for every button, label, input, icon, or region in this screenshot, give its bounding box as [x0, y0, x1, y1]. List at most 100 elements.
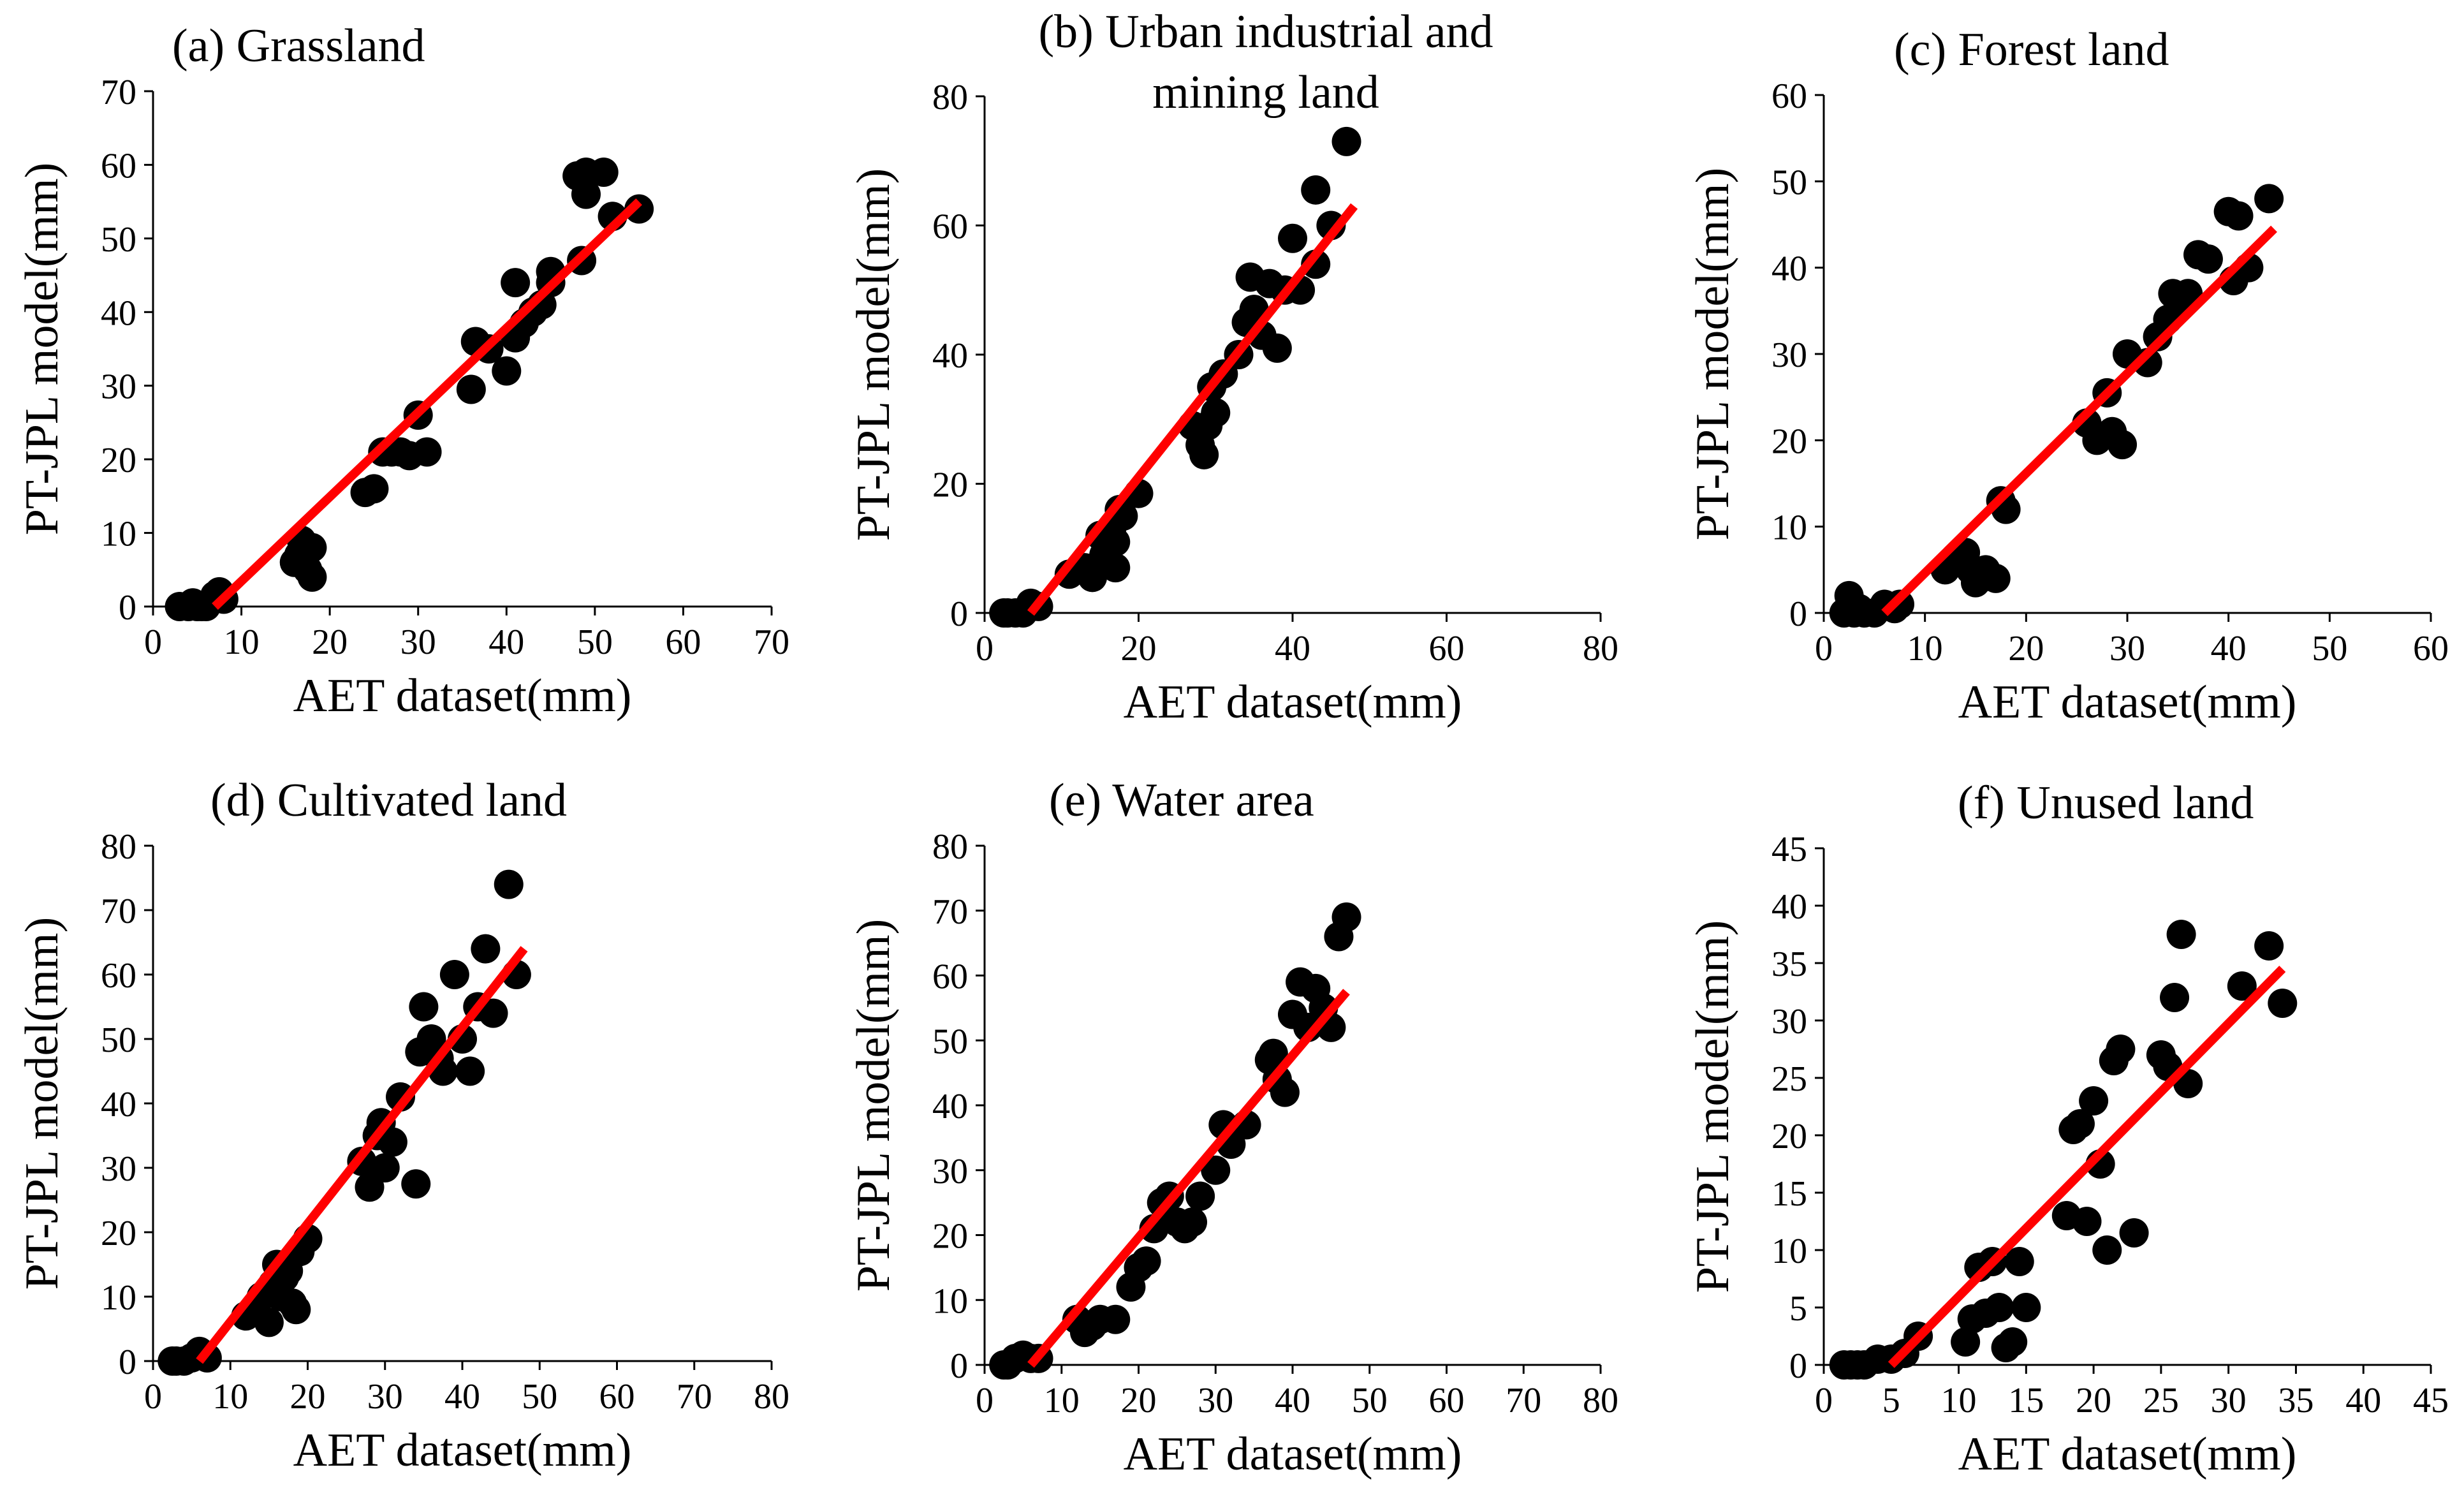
data-point	[359, 474, 389, 504]
y-tick-label: 40	[101, 1085, 136, 1124]
data-point	[1178, 1207, 1208, 1237]
y-tick-label: 5	[1789, 1289, 1807, 1329]
y-tick-label: 50	[932, 1022, 968, 1061]
data-point	[1331, 126, 1361, 156]
x-axis-label: AET dataset(mm)	[1958, 676, 2297, 728]
y-tick-label: 70	[101, 892, 136, 931]
chart-panel-a: 0 10 20 30 40 50 60 70 0 10 20 30 40 50 60 70 (a) Grassl…	[16, 20, 789, 722]
data-point	[1201, 398, 1231, 428]
data-point	[478, 998, 508, 1028]
x-tick-label: 0	[144, 1377, 162, 1417]
data-point	[624, 194, 654, 224]
data-point	[456, 374, 486, 404]
y-tick-label: 10	[1771, 1232, 1807, 1271]
y-tick-label: 50	[101, 1020, 136, 1060]
x-tick-label: 35	[2278, 1381, 2314, 1420]
x-tick-label: 40	[2345, 1381, 2381, 1420]
y-tick-label: 20	[101, 1214, 136, 1253]
y-tick-label: 70	[101, 73, 136, 112]
x-tick-label: 15	[2008, 1381, 2044, 1420]
x-tick-label: 0	[976, 629, 994, 668]
data-point	[1189, 439, 1219, 469]
y-tick-label: 20	[932, 1217, 968, 1256]
y-tick-label: 50	[1771, 163, 1807, 202]
x-tick-label: 50	[2312, 629, 2347, 668]
data-point	[501, 268, 531, 298]
y-tick-label: 40	[932, 1087, 968, 1126]
data-point	[1951, 1327, 1981, 1357]
x-axis-label: AET dataset(mm)	[293, 670, 632, 722]
x-tick-label: 0	[1815, 1381, 1833, 1420]
y-tick-label: 60	[101, 956, 136, 996]
y-tick-label: 20	[932, 466, 968, 505]
data-point	[2108, 430, 2138, 460]
y-tick-label: 25	[1771, 1059, 1807, 1099]
fit-line	[1027, 989, 1350, 1368]
fit-line	[1888, 966, 2286, 1368]
y-tick-label: 40	[1771, 887, 1807, 927]
fit-line	[1881, 225, 2277, 616]
y-tick-label: 0	[1789, 1346, 1807, 1386]
y-axis-label: PT-JPL model(mm)	[847, 919, 900, 1292]
data-point	[2254, 184, 2284, 214]
data-point	[1101, 1304, 1131, 1334]
x-tick-label: 60	[599, 1377, 635, 1417]
data-point	[2092, 1235, 2122, 1265]
x-tick-label: 20	[1121, 1381, 1157, 1420]
data-point	[378, 1127, 407, 1157]
x-tick-label: 10	[1044, 1381, 1080, 1420]
y-tick-label: 60	[932, 957, 968, 997]
x-tick-label: 30	[2211, 1381, 2247, 1420]
data-point	[2224, 201, 2254, 231]
fit-line	[1027, 203, 1358, 616]
chart-panel-f: 0 5 10 15 20 25 30 35 40 45 0 5 10 15 20 25 30 35 40 45 (f) …	[1687, 777, 2449, 1480]
data-point	[1258, 1038, 1288, 1068]
x-axis-label: AET dataset(mm)	[1124, 676, 1462, 728]
y-tick-label: 30	[932, 1152, 968, 1191]
x-tick-label: 5	[1882, 1381, 1900, 1420]
y-tick-label: 20	[1771, 1117, 1807, 1156]
x-tick-label: 25	[2143, 1381, 2179, 1420]
data-point	[2160, 983, 2190, 1012]
x-tick-label: 20	[312, 622, 348, 662]
x-tick-label: 0	[976, 1381, 994, 1420]
data-point	[1278, 223, 1307, 253]
y-tick-label: 10	[101, 1278, 136, 1318]
x-tick-label: 50	[577, 622, 613, 662]
y-tick-label: 40	[932, 336, 968, 376]
data-point	[1331, 902, 1361, 932]
data-point	[2193, 244, 2223, 274]
y-tick-label: 60	[101, 146, 136, 186]
y-tick-label: 10	[101, 515, 136, 554]
x-tick-label: 60	[1429, 1381, 1465, 1420]
y-tick-label: 0	[119, 588, 136, 628]
x-tick-label: 30	[1198, 1381, 1233, 1420]
y-tick-label: 50	[101, 220, 136, 260]
y-tick-label: 10	[932, 1281, 968, 1321]
chart-panel-d: 0 10 20 30 40 50 60 70 80 0 10 20 30 40 50 60 70 80 (d) Cu…	[16, 774, 789, 1477]
chart-title: (f) Unused land	[1958, 777, 2254, 829]
data-point	[2166, 920, 2196, 949]
y-axis-label: PT-JPL model(mm)	[847, 168, 900, 541]
y-tick-label: 70	[932, 892, 968, 932]
data-point	[2254, 931, 2284, 961]
data-point	[1270, 1077, 1300, 1107]
data-point	[297, 562, 327, 592]
y-axis-label: PT-JPL model(mm)	[16, 163, 68, 535]
data-point	[589, 157, 619, 187]
data-point	[281, 1295, 311, 1325]
chart-title: (d) Cultivated land	[210, 774, 567, 827]
data-point	[1101, 527, 1131, 557]
data-point	[2065, 1109, 2095, 1138]
x-tick-label: 60	[2413, 629, 2449, 668]
y-tick-label: 20	[1771, 422, 1807, 461]
chart-title: mining land	[1152, 66, 1379, 119]
x-tick-label: 70	[677, 1377, 712, 1417]
x-tick-label: 40	[1275, 1381, 1310, 1420]
y-tick-label: 0	[950, 1346, 968, 1386]
chart-title: (e) Water area	[1049, 774, 1314, 827]
y-axis-label: PT-JPL model(mm)	[16, 917, 68, 1290]
chart-panel-c: 0 10 20 30 40 50 60 0 10 20 30 40 50 60 (c) Forest lan…	[1687, 24, 2449, 728]
x-tick-label: 50	[522, 1377, 557, 1417]
